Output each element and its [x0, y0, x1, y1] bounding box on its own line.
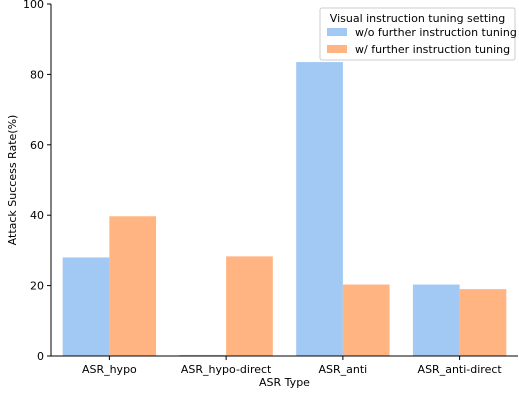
bar-series-1-ASR_hypo-direct [226, 256, 273, 356]
y-axis-label: Attack Success Rate(%) [6, 115, 19, 246]
legend-label-series-1: w/ further instruction tuning [355, 43, 510, 56]
legend: Visual instruction tuning setting w/o fu… [319, 7, 517, 61]
bar-series-0-ASR_anti-direct [412, 284, 460, 356]
x-tick-label: ASR_hypo [82, 363, 137, 376]
bar-series-0-ASR_hypo [62, 257, 110, 356]
y-tick-label: 0 [37, 350, 44, 363]
legend-swatch-series-0 [327, 28, 347, 36]
bar-series-1-ASR_anti [342, 284, 390, 356]
y-ticks: 0 20 40 60 80 100 [23, 0, 51, 363]
x-tick-label: ASR_anti-direct [418, 363, 503, 376]
bar-series-1-ASR_anti-direct [459, 289, 507, 356]
legend-swatch-series-1 [327, 45, 347, 53]
legend-title: Visual instruction tuning setting [330, 12, 505, 25]
x-tick-label: ASR_anti [319, 363, 368, 376]
axes-layer [50, 4, 518, 357]
bar-series-1-ASR_hypo [109, 216, 157, 356]
legend-frame [319, 7, 516, 61]
bars-layer [62, 62, 507, 356]
y-tick-label: 40 [30, 209, 44, 222]
y-tick-label: 20 [30, 280, 44, 293]
legend-label-series-0: w/o further instruction tuning [355, 26, 517, 39]
x-ticks: ASR_hypo ASR_hypo-direct ASR_anti ASR_anti-… [82, 356, 502, 376]
x-tick-label: ASR_hypo-direct [181, 363, 272, 376]
y-tick-label: 80 [30, 68, 44, 81]
bar-series-0-ASR_hypo-direct [179, 354, 227, 356]
y-tick-label: 60 [30, 139, 44, 152]
x-axis-label: ASR Type [259, 376, 310, 389]
y-tick-label: 100 [23, 0, 44, 11]
bar-series-0-ASR_anti [296, 62, 343, 356]
